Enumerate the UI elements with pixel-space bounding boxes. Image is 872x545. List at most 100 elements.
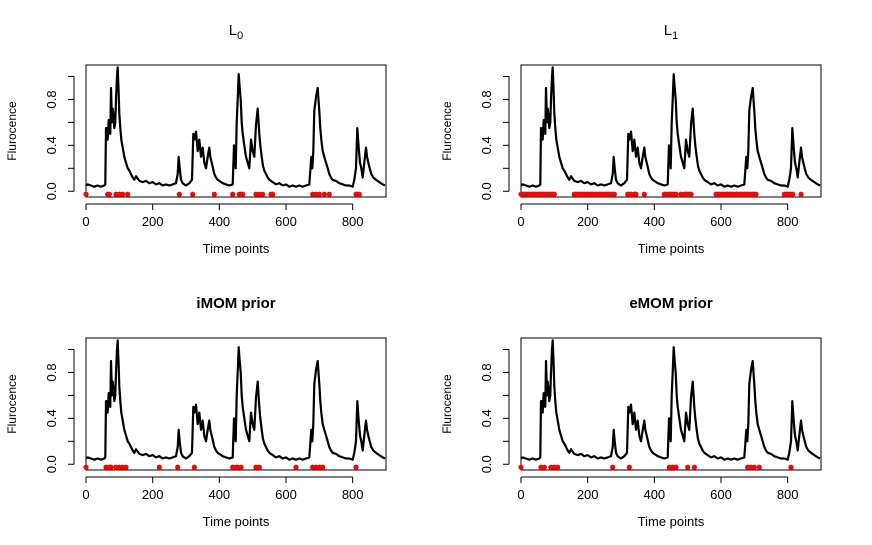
spike-marker-point	[260, 191, 266, 197]
spike-marker-point	[790, 191, 796, 197]
spike-marker-point	[240, 191, 246, 197]
chart-title: eMOM prior	[629, 295, 712, 312]
spike-marker-point	[211, 191, 217, 197]
x-axis-title: Time points	[638, 241, 705, 256]
plot-frame	[85, 337, 387, 471]
x-tick-label: 800	[342, 214, 364, 229]
spike-marker-point	[238, 464, 244, 470]
x-tick-label: 600	[710, 214, 732, 229]
y-tick-label: 0.4	[44, 136, 59, 154]
spike-marker-point	[316, 191, 322, 197]
x-tick-label: 200	[577, 214, 599, 229]
y-tick-label: 0.4	[479, 409, 494, 427]
spike-marker-point	[230, 191, 236, 197]
spike-marker-point	[326, 191, 332, 197]
spike-marker-point	[555, 464, 561, 470]
spike-marker-point	[175, 464, 181, 470]
y-tick-label: 0.8	[44, 90, 59, 108]
chart-title: L1	[664, 22, 678, 42]
chart-panel-2: L1 0 200 400 600 800 Time points 0.0 0.4 0.8 Fluro…	[440, 22, 822, 256]
spike-marker-point	[626, 464, 632, 470]
plot-frame	[520, 337, 822, 471]
y-tick-label: 0.0	[479, 182, 494, 200]
x-tick-label: 200	[577, 487, 599, 502]
chart-title: iMOM prior	[196, 295, 275, 312]
spike-marker-point	[106, 191, 112, 197]
x-tick-label: 400	[643, 487, 665, 502]
spike-marker-point	[633, 191, 639, 197]
spike-marker-point	[120, 191, 126, 197]
spike-marker-point	[256, 464, 262, 470]
spike-marker-point	[353, 464, 359, 470]
fluorescence-trace-line	[85, 66, 386, 188]
chart-title-main: L	[229, 22, 237, 39]
x-tick-label: 0	[82, 487, 89, 502]
y-tick-label: 0.4	[479, 136, 494, 154]
y-axis-title: Flurocence	[5, 374, 19, 434]
x-tick-label: 200	[142, 214, 164, 229]
spike-marker-point	[176, 191, 182, 197]
spike-marker-point	[270, 191, 276, 197]
spike-marker-point	[83, 464, 89, 470]
spike-marker-point	[518, 464, 524, 470]
x-tick-label: 400	[208, 214, 230, 229]
x-tick-label: 400	[643, 214, 665, 229]
x-tick-label: 200	[142, 487, 164, 502]
spike-marker-point	[541, 464, 547, 470]
spike-marker-point	[756, 464, 762, 470]
chart-title-subscript: 0	[237, 30, 243, 42]
x-tick-label: 600	[275, 487, 297, 502]
fluorescence-trace-line	[85, 339, 386, 461]
y-tick-label: 0.0	[44, 455, 59, 473]
spike-marker-point	[611, 191, 617, 197]
spike-marker-point	[356, 191, 362, 197]
spike-marker-point	[610, 464, 616, 470]
spike-marker-point	[293, 464, 299, 470]
x-tick-label: 800	[777, 487, 799, 502]
spike-marker-point	[753, 191, 759, 197]
chart-panel-3: iMOM prior 0 200 400 600 800 Time points 0.0 0.4…	[5, 295, 387, 529]
spike-marker-point	[641, 191, 647, 197]
x-axis-title: Time points	[203, 241, 270, 256]
x-tick-label: 0	[82, 214, 89, 229]
spike-marker-point	[551, 191, 557, 197]
x-tick-label: 600	[275, 214, 297, 229]
x-tick-label: 0	[517, 487, 524, 502]
y-tick-label: 0.8	[44, 363, 59, 381]
chart-title-main: iMOM prior	[196, 295, 275, 312]
spike-marker-point	[83, 191, 89, 197]
spike-marker-point	[685, 464, 691, 470]
chart-title-main: L	[664, 22, 672, 39]
chart-title-subscript: 1	[672, 30, 678, 42]
spike-marker-point	[673, 191, 679, 197]
plot-frame	[520, 64, 822, 198]
x-tick-label: 400	[208, 487, 230, 502]
spike-marker-point	[108, 464, 114, 470]
spike-marker-point	[125, 191, 131, 197]
x-tick-label: 600	[710, 487, 732, 502]
spike-marker-point	[123, 464, 129, 470]
chart-title: L0	[229, 22, 243, 42]
spike-marker-point	[190, 191, 196, 197]
y-axis-title: Flurocence	[440, 101, 454, 161]
spike-marker-point	[673, 464, 679, 470]
x-axis-title: Time points	[638, 514, 705, 529]
spike-marker-point	[751, 464, 757, 470]
chart-panel-4: eMOM prior 0 200 400 600 800 Time points 0.0 0.4…	[440, 295, 822, 529]
y-axis-title: Flurocence	[440, 374, 454, 434]
spike-marker-point	[321, 191, 327, 197]
y-axis-title: Flurocence	[5, 101, 19, 161]
x-tick-label: 800	[777, 214, 799, 229]
spike-marker-point	[688, 191, 694, 197]
x-tick-label: 0	[517, 214, 524, 229]
y-tick-label: 0.8	[479, 363, 494, 381]
spike-marker-point	[191, 464, 197, 470]
x-axis-title: Time points	[203, 514, 270, 529]
fluorescence-trace-line	[520, 66, 821, 188]
y-tick-label: 0.0	[479, 455, 494, 473]
y-tick-label: 0.8	[479, 90, 494, 108]
y-tick-label: 0.0	[44, 182, 59, 200]
